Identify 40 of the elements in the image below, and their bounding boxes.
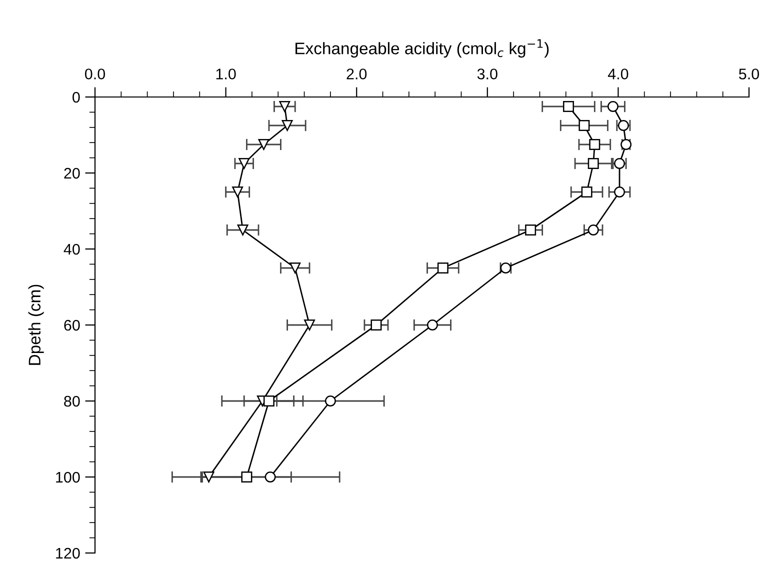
- x-tick-label: 2.0: [346, 68, 367, 80]
- y-tick-label: 100: [56, 472, 80, 483]
- point: [437, 262, 448, 274]
- x-tick-label: 0.0: [84, 68, 106, 80]
- y-axis-title: Dpeth (cm): [28, 284, 44, 365]
- point: [578, 120, 590, 131]
- point: [581, 186, 592, 198]
- point: [263, 396, 274, 406]
- point: [304, 320, 315, 330]
- point: [426, 320, 438, 330]
- point: [264, 472, 276, 482]
- y-tick-label: 0: [72, 92, 80, 103]
- point: [588, 158, 599, 169]
- point: [232, 186, 244, 198]
- point: [203, 472, 214, 482]
- y-tick-label: 20: [64, 168, 80, 179]
- point: [282, 120, 293, 131]
- y-tick-label: 60: [64, 320, 80, 331]
- point: [589, 139, 600, 150]
- point: [237, 224, 248, 236]
- point: [241, 472, 252, 482]
- x-tick-label: 1.0: [216, 68, 236, 80]
- x-tick-label: 4.0: [608, 68, 628, 80]
- point: [258, 139, 270, 150]
- point: [290, 262, 301, 274]
- x-tick-label: 5.0: [738, 68, 760, 80]
- x-tick-label: 3.0: [477, 68, 498, 80]
- point: [563, 101, 574, 112]
- point: [370, 320, 382, 330]
- point: [238, 158, 250, 169]
- y-tick-label: 80: [64, 396, 80, 407]
- y-tick-label: 120: [56, 548, 80, 559]
- point: [607, 101, 618, 112]
- point: [279, 101, 290, 112]
- x-axis-title: Exchangeable acidity (cmol$_{c}$ kg$^{−1}$): [296, 39, 549, 58]
- point: [588, 224, 599, 236]
- point: [324, 396, 336, 406]
- point: [614, 186, 625, 198]
- point: [525, 224, 536, 236]
- y-tick-label: 40: [64, 244, 80, 255]
